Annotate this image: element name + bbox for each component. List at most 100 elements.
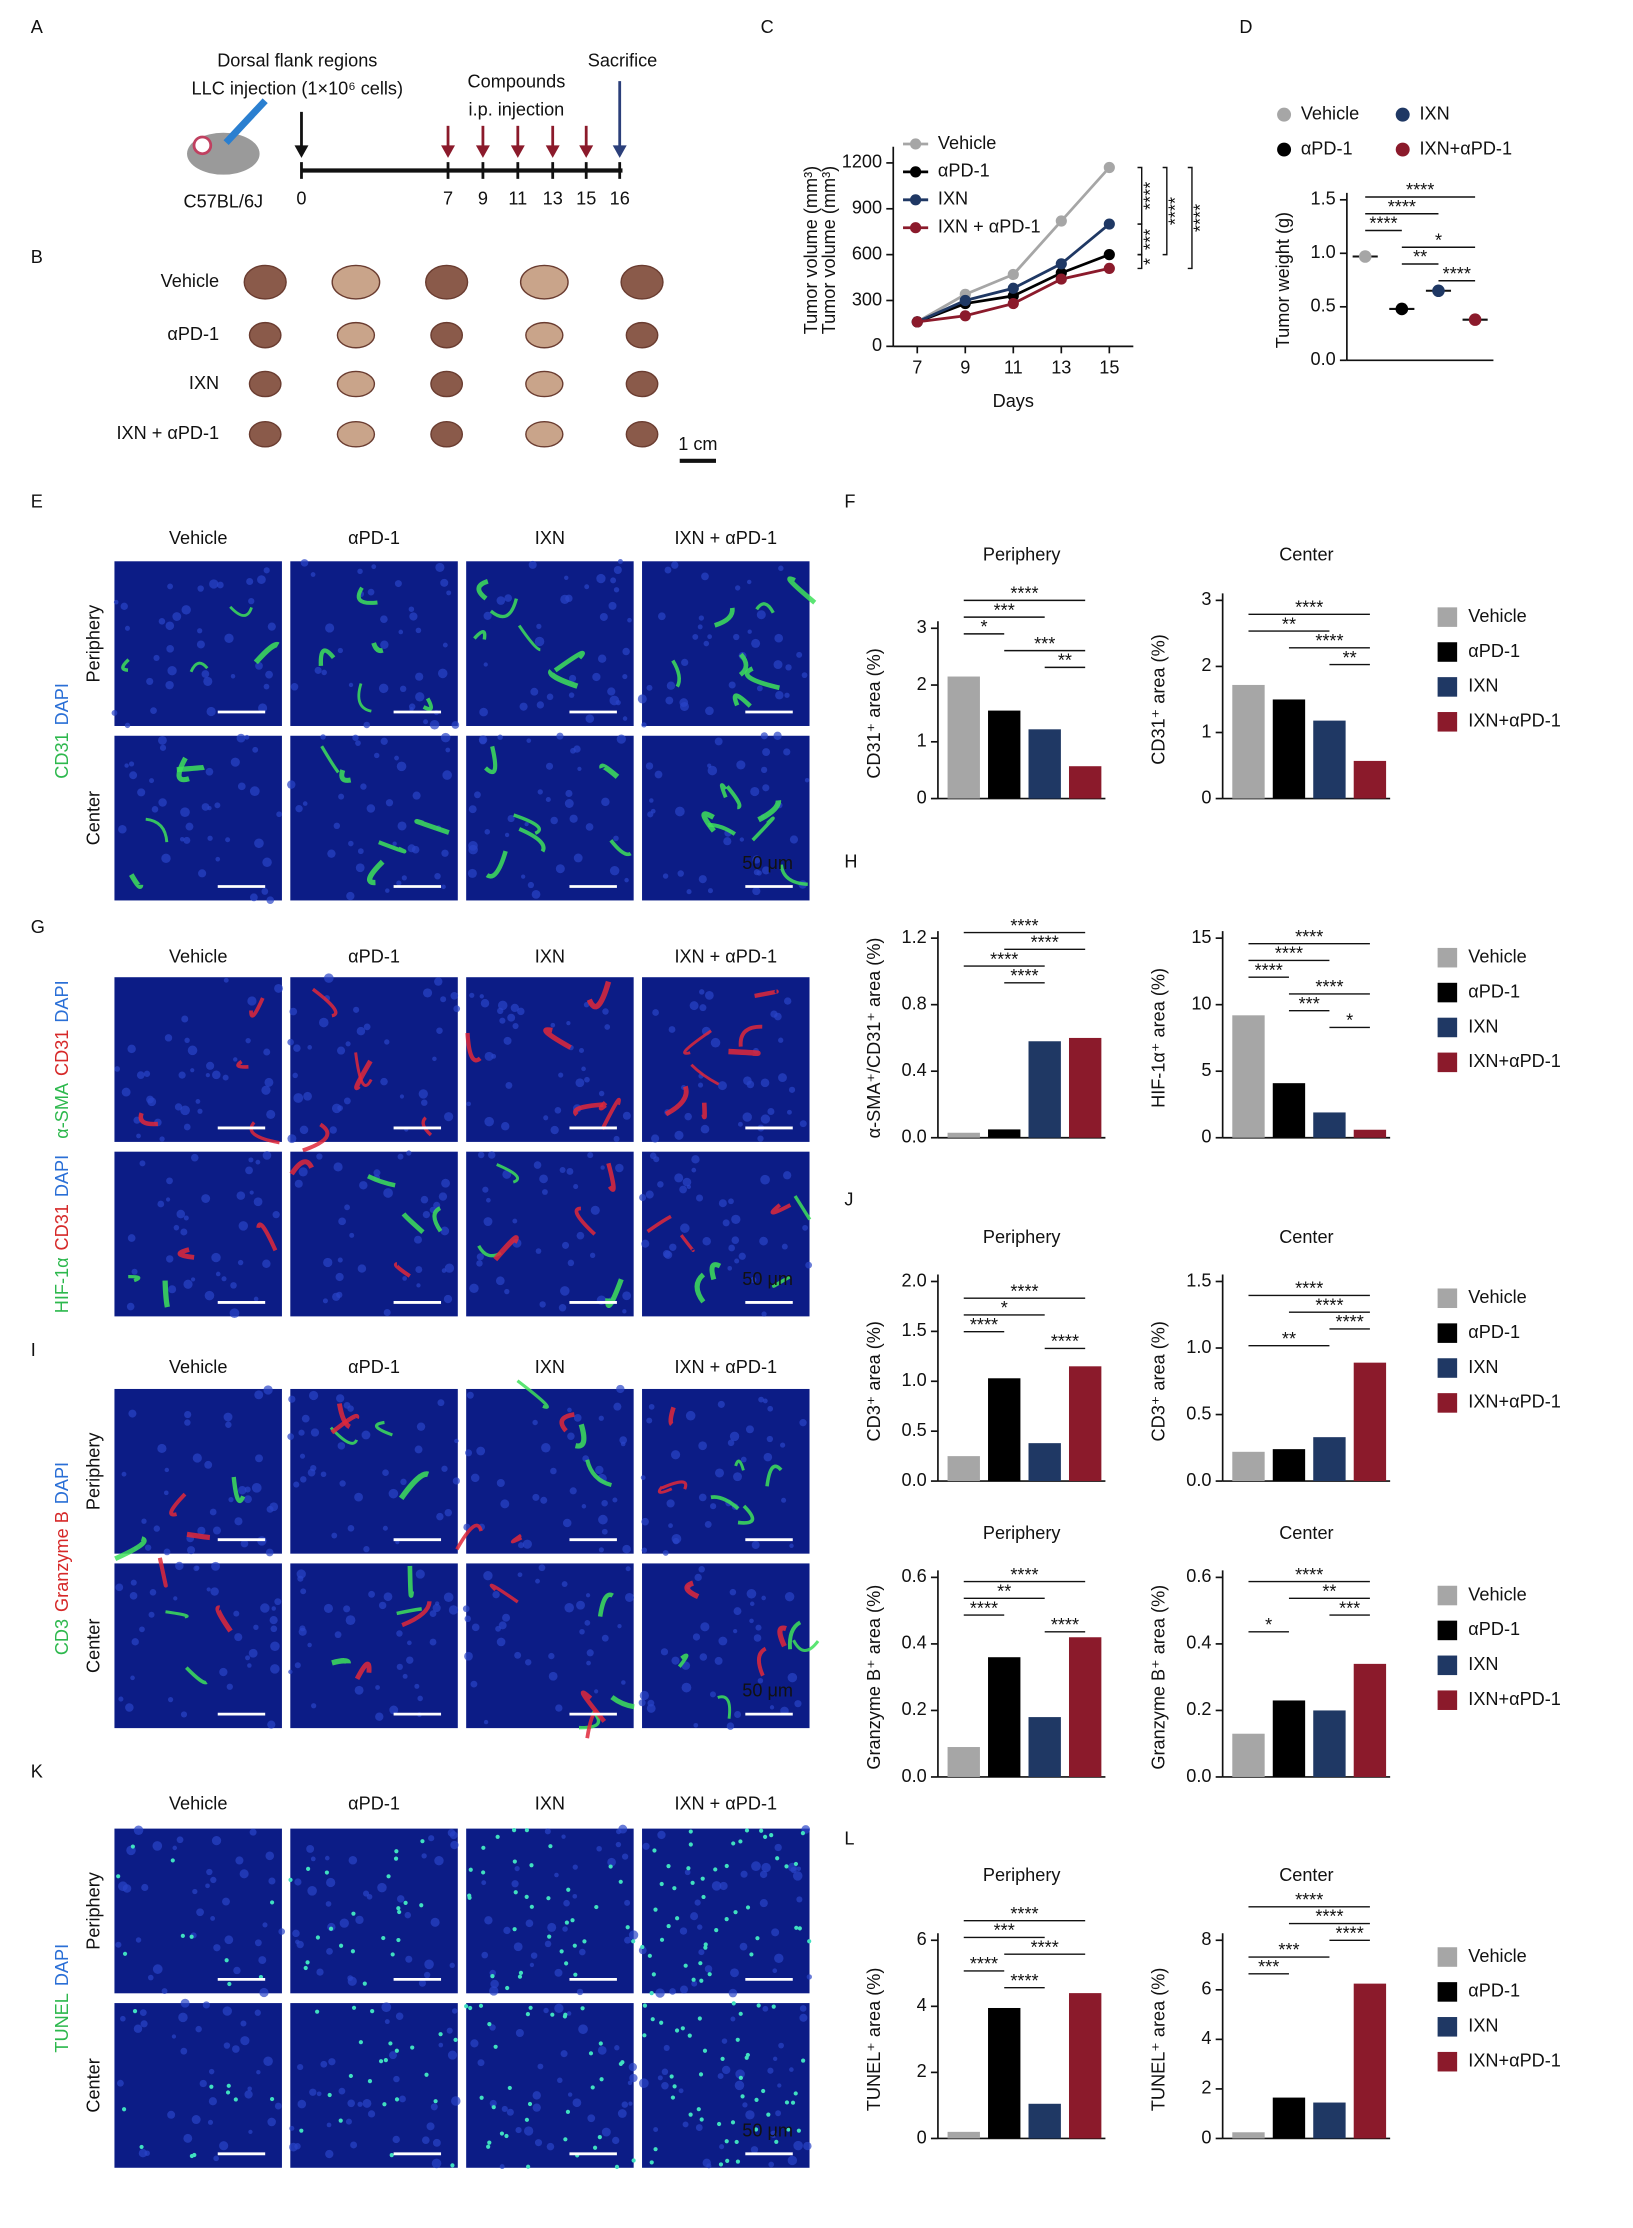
nucleus bbox=[449, 1831, 458, 1840]
stain bbox=[320, 745, 340, 774]
nucleus bbox=[396, 761, 407, 772]
nucleus bbox=[699, 1004, 707, 1012]
tunel-dot bbox=[491, 2105, 496, 2110]
nucleus bbox=[465, 1449, 473, 1457]
significance-label: **** bbox=[1295, 927, 1323, 947]
nucleus bbox=[355, 1915, 364, 1925]
nucleus bbox=[471, 1623, 480, 1632]
nucleus bbox=[263, 1385, 273, 1395]
micrograph bbox=[114, 735, 282, 901]
nucleus bbox=[223, 1412, 233, 1422]
nucleus bbox=[727, 1266, 733, 1271]
bar bbox=[988, 2007, 1021, 2139]
nucleus bbox=[247, 996, 257, 1006]
nucleus bbox=[663, 2044, 670, 2051]
nucleus bbox=[338, 1217, 346, 1226]
nucleus bbox=[627, 617, 632, 623]
tunel-dot bbox=[564, 1961, 569, 1966]
nucleus bbox=[628, 2062, 637, 2072]
tunel-dot bbox=[755, 1936, 760, 1941]
bar bbox=[947, 2131, 980, 2139]
nucleus bbox=[464, 1651, 473, 1661]
tunel-dot bbox=[562, 2014, 568, 2019]
nucleus bbox=[717, 2073, 724, 2080]
tunel-dot bbox=[762, 1834, 768, 1839]
nucleus bbox=[449, 1962, 455, 1969]
nucleus bbox=[763, 1452, 773, 1462]
nucleus bbox=[771, 1928, 780, 1937]
nucleus bbox=[397, 1153, 404, 1160]
stain bbox=[738, 652, 749, 677]
scale-label: 1 cm bbox=[678, 434, 717, 454]
column-label: IXN bbox=[535, 946, 565, 966]
nucleus bbox=[334, 1631, 342, 1639]
nucleus bbox=[622, 647, 630, 656]
nucleus bbox=[180, 1228, 188, 1236]
nucleus bbox=[195, 1099, 201, 1104]
nucleus bbox=[529, 1962, 535, 1968]
y-tick-label: 600 bbox=[852, 243, 882, 263]
tunel-dot bbox=[224, 1958, 229, 1963]
tumor-photo bbox=[519, 264, 569, 300]
nucleus bbox=[222, 2006, 232, 2016]
nucleus bbox=[703, 640, 710, 647]
tunel-dot bbox=[526, 2164, 531, 2169]
nucleus bbox=[339, 1480, 346, 1487]
nucleus bbox=[704, 1965, 713, 1973]
nucleus bbox=[679, 701, 689, 711]
nucleus bbox=[646, 1417, 653, 1424]
nucleus bbox=[363, 721, 371, 729]
nucleus bbox=[375, 1712, 384, 1721]
bar bbox=[1068, 1366, 1102, 1482]
stain bbox=[757, 1646, 767, 1677]
nucleus bbox=[583, 1002, 590, 1008]
column-label: αPD-1 bbox=[348, 1794, 400, 1814]
nucleus bbox=[778, 1037, 784, 1043]
nucleus bbox=[236, 1191, 246, 1200]
nucleus bbox=[307, 1885, 317, 1896]
bar bbox=[1313, 2102, 1346, 2139]
nucleus bbox=[554, 1107, 562, 1114]
schematic-text: Sacrifice bbox=[588, 50, 658, 70]
nucleus bbox=[621, 1680, 626, 1685]
stain-name: TUNEL bbox=[52, 1993, 72, 2052]
nucleus bbox=[476, 1260, 483, 1267]
significance-label: **** bbox=[1315, 1907, 1343, 1927]
stain bbox=[513, 813, 541, 835]
nucleus bbox=[211, 1070, 221, 1080]
tumor-photo bbox=[625, 370, 659, 398]
nucleus bbox=[309, 2088, 317, 2096]
tunel-dot bbox=[517, 1974, 523, 1979]
nucleus bbox=[733, 633, 740, 641]
nucleus bbox=[139, 2009, 147, 2017]
nucleus bbox=[646, 1703, 656, 1713]
nucleus bbox=[443, 1294, 453, 1304]
nucleus bbox=[484, 1051, 494, 1061]
nucleus bbox=[392, 841, 397, 846]
stain bbox=[354, 1661, 372, 1681]
nucleus bbox=[760, 732, 768, 740]
micrograph bbox=[466, 1388, 634, 1554]
nucleus bbox=[173, 1596, 178, 1601]
nucleus bbox=[702, 1237, 711, 1246]
nucleus bbox=[547, 1922, 557, 1932]
nucleus bbox=[538, 1564, 546, 1572]
nucleus bbox=[384, 1039, 390, 1045]
nucleus bbox=[544, 1828, 551, 1835]
nucleus bbox=[417, 1695, 423, 1702]
nucleus bbox=[192, 1888, 198, 1895]
nucleus bbox=[729, 1431, 740, 1442]
nucleus bbox=[140, 2020, 148, 2028]
nucleus bbox=[714, 737, 723, 746]
nucleus bbox=[698, 1949, 705, 1956]
nucleus bbox=[599, 612, 608, 621]
nucleus bbox=[650, 808, 656, 814]
nucleus bbox=[709, 1691, 716, 1698]
panel-letter: D bbox=[1239, 17, 1252, 37]
nucleus bbox=[690, 1912, 699, 1921]
nucleus bbox=[651, 1134, 660, 1143]
nucleus bbox=[274, 2102, 282, 2110]
tunel-dot bbox=[559, 1949, 564, 1954]
y-tick-label: 0.5 bbox=[902, 1420, 927, 1440]
tunel-dot bbox=[784, 2100, 790, 2105]
